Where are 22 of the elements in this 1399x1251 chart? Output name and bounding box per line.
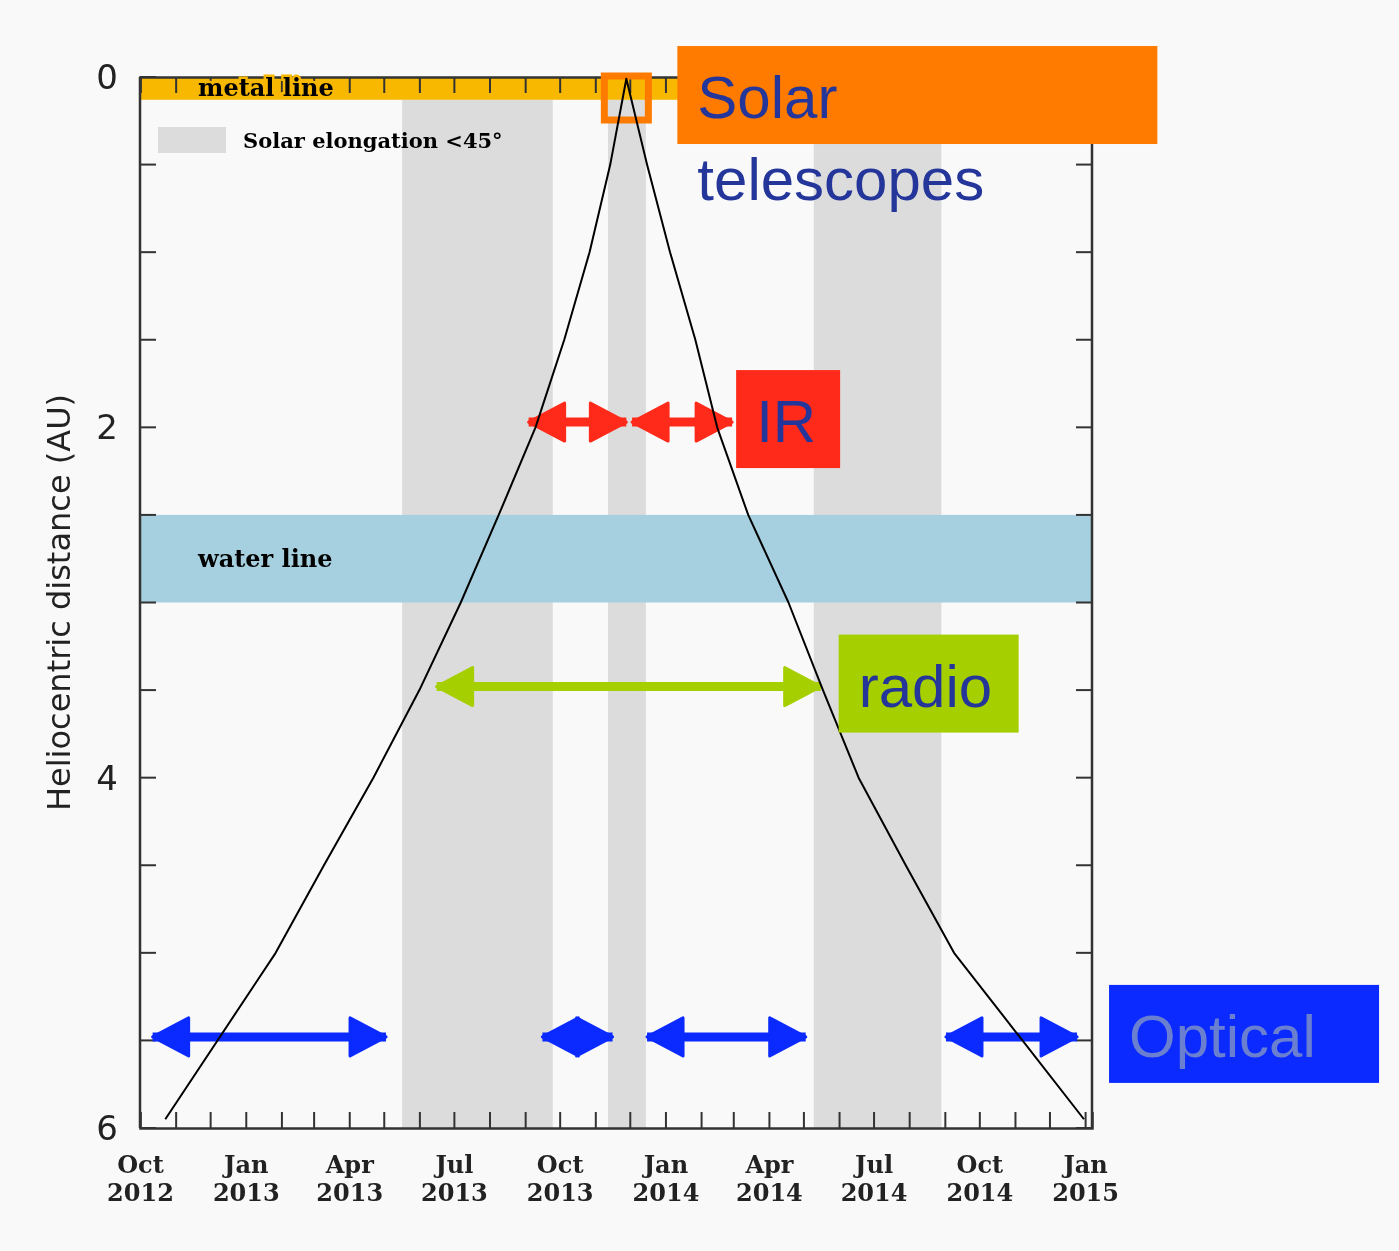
y-tick-label: 2 bbox=[96, 407, 118, 448]
x-tick-label: Jan 2013 bbox=[212, 1150, 280, 1208]
y-tick-label: 4 bbox=[96, 757, 118, 798]
x-tick-label: Apr 2013 bbox=[316, 1150, 384, 1208]
y-tick-label: 6 bbox=[96, 1108, 118, 1148]
series-label: Solar telescopes bbox=[697, 64, 985, 214]
legend-label: IR bbox=[756, 388, 817, 456]
x-tick-label: Jan 2015 bbox=[1052, 1150, 1119, 1208]
x-tick-label: Apr 2014 bbox=[736, 1150, 803, 1208]
band-label: metal line bbox=[198, 73, 334, 103]
legend-label: radio bbox=[858, 652, 993, 720]
y-axis-title: Heliocentric distance (AU) bbox=[40, 393, 78, 812]
x-tick-label: Jan 2014 bbox=[632, 1150, 700, 1208]
x-tick-label: Oct 2012 bbox=[107, 1150, 174, 1208]
x-tick-label: Jul 2014 bbox=[840, 1150, 908, 1208]
band-label: water line bbox=[197, 543, 333, 573]
x-tick-label: Oct 2014 bbox=[946, 1150, 1014, 1208]
legend-label: Optical bbox=[1129, 1002, 1316, 1070]
y-tick-label: 0 bbox=[96, 57, 118, 97]
x-tick-label: Oct 2013 bbox=[526, 1150, 594, 1208]
x-tick-label: Jul 2013 bbox=[420, 1150, 488, 1208]
band-label: Solar elongation <45° bbox=[243, 128, 503, 153]
